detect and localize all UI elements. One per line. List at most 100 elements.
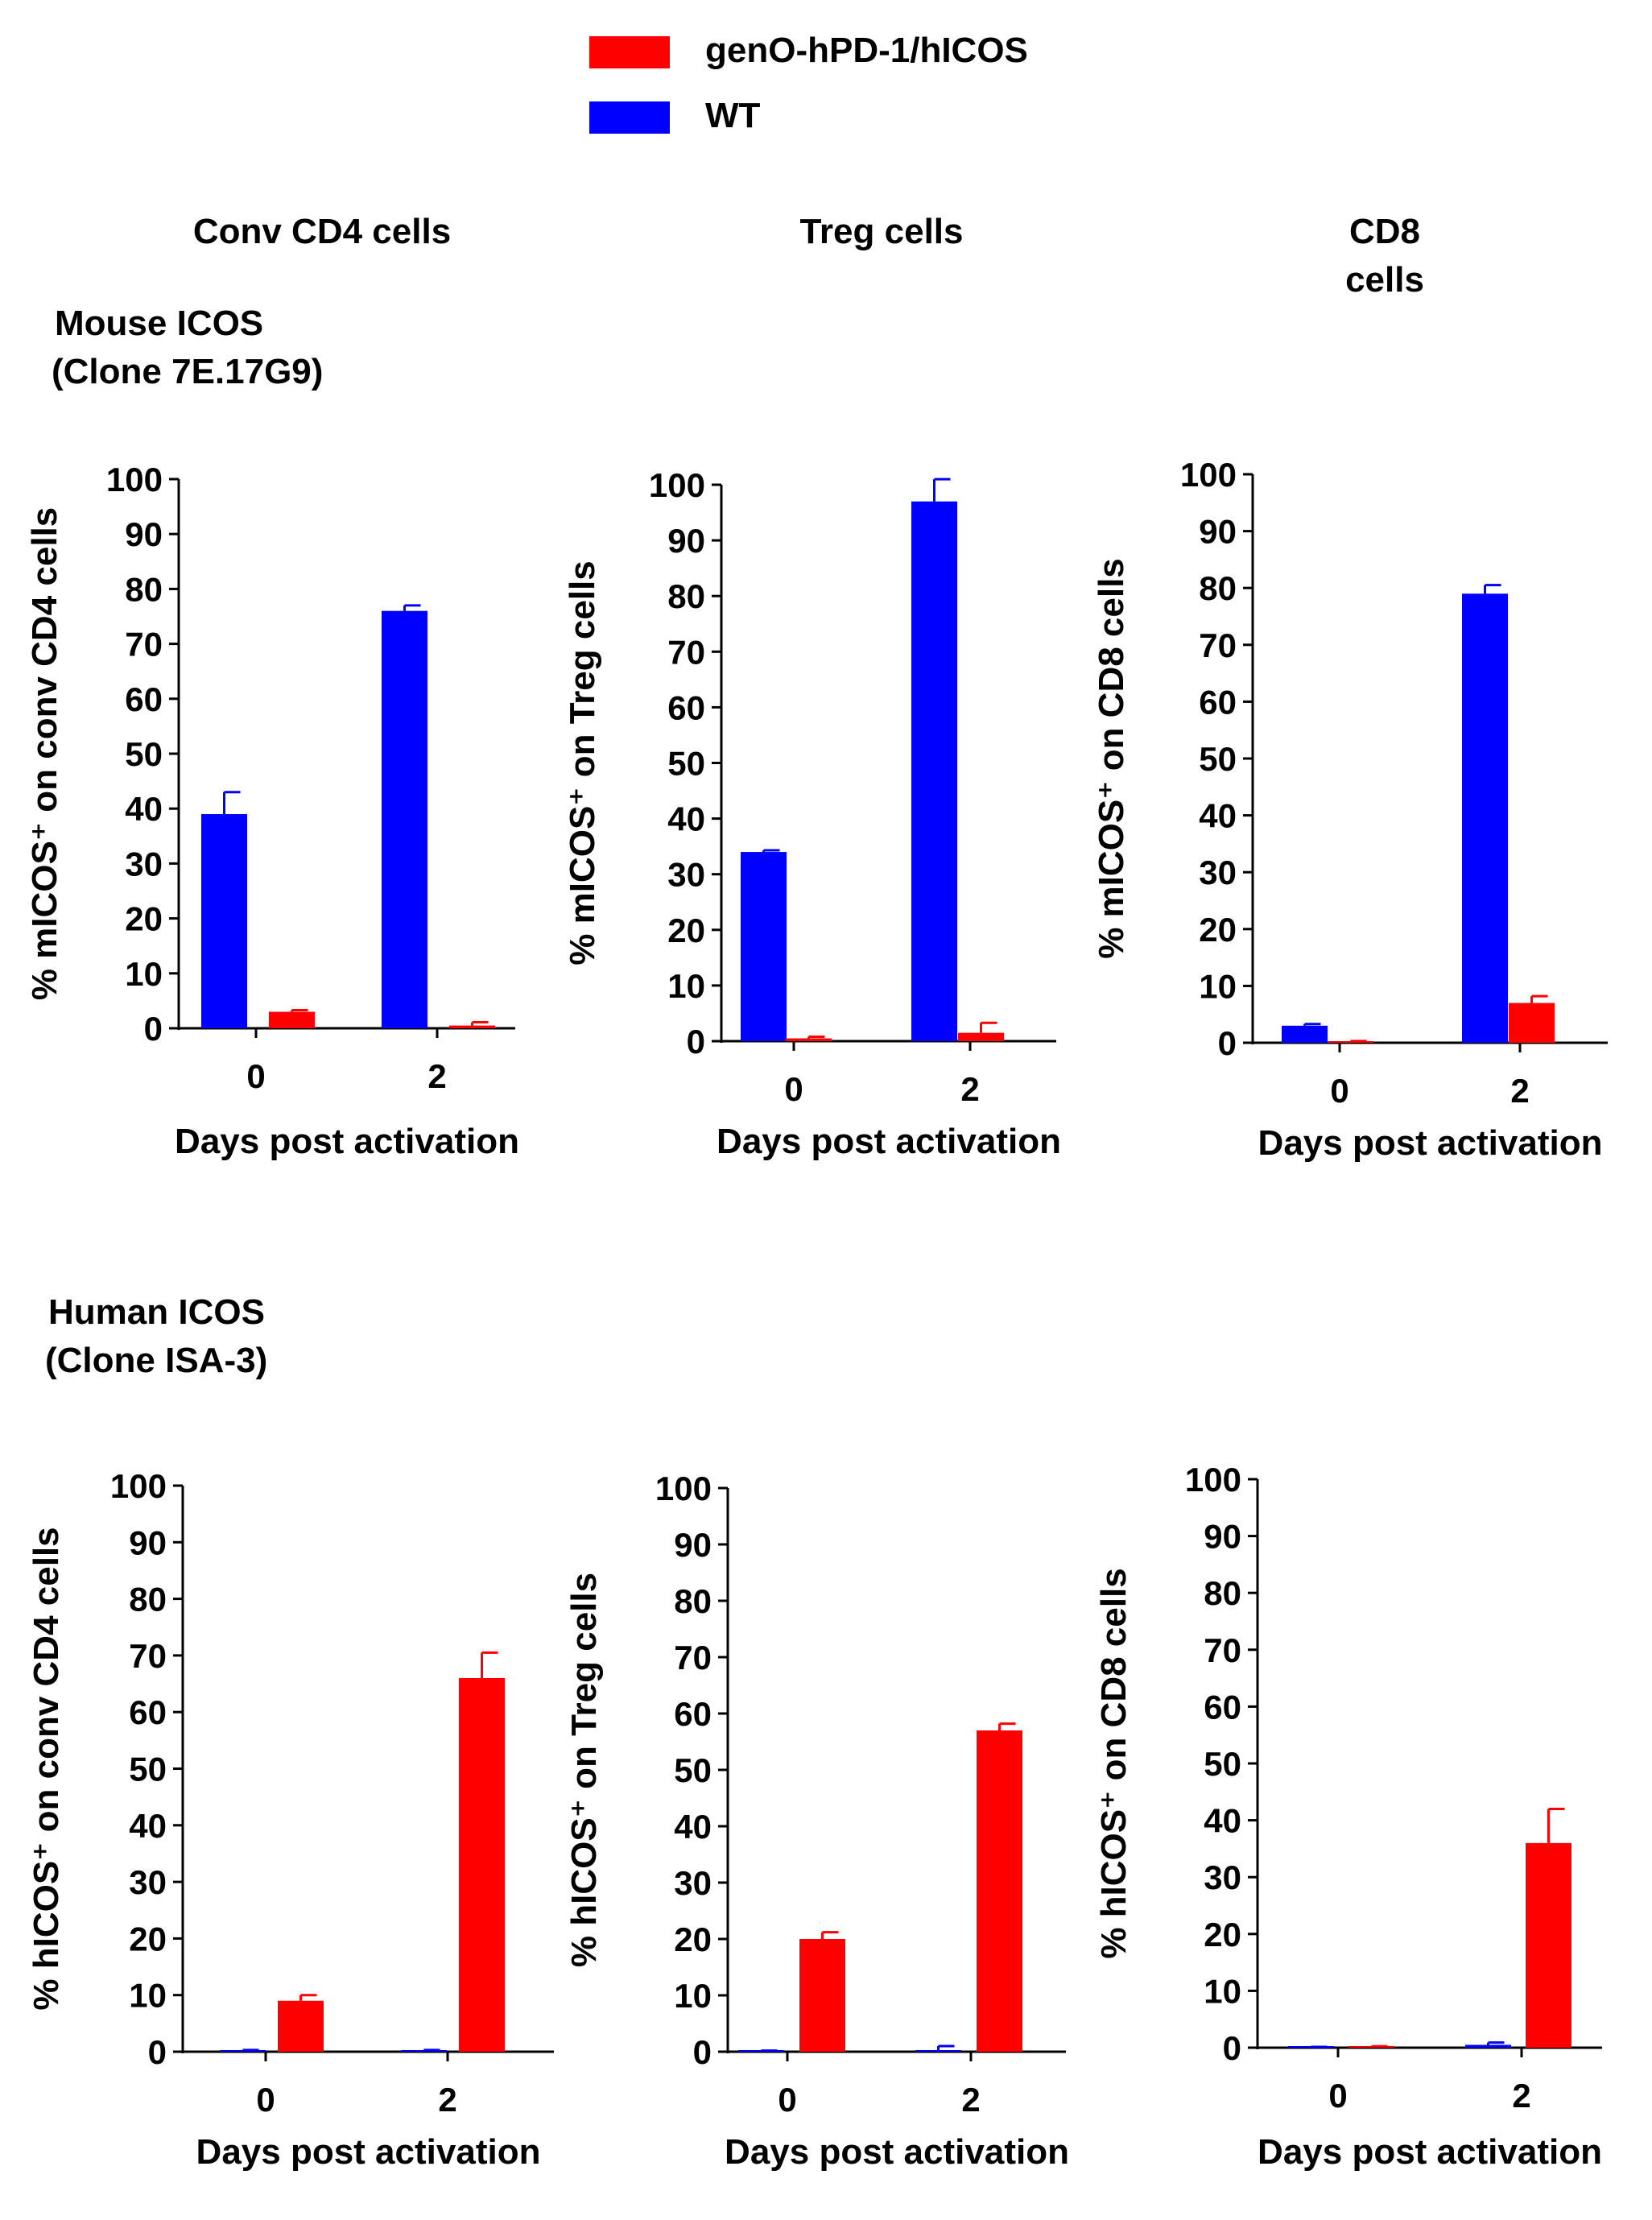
mouse-cd4-y-tick-label: 20: [125, 900, 163, 938]
human-treg-bar: [799, 1939, 845, 2052]
mouse-treg-y-tick-label: 30: [667, 856, 705, 894]
mouse-cd4-x-tick-label: 0: [246, 1057, 265, 1095]
human-cd8-y-tick-label: 0: [1223, 2029, 1241, 2067]
human-cd8-y-tick-label: 40: [1204, 1802, 1241, 1840]
human-cd8-y-tick-label: 60: [1204, 1688, 1241, 1726]
column-title-treg: Treg cells: [799, 212, 964, 251]
mouse-treg-bar: [958, 1032, 1004, 1041]
human-treg-y-tick-label: 100: [655, 1470, 712, 1507]
human-cd8-y-tick-label: 100: [1185, 1461, 1241, 1499]
row-title-mouse-line1: Mouse ICOS: [55, 304, 264, 343]
mouse-cd8-y-tick-label: 40: [1199, 797, 1237, 835]
mouse-cd8-y-axis-label: % mICOS⁺ on CD8 cells: [1092, 558, 1131, 959]
mouse-treg-y-tick-label: 100: [649, 466, 705, 504]
human-cd4-x-tick-label: 0: [256, 2081, 275, 2119]
column-title-cd8-line1: CD8: [1348, 212, 1421, 251]
mouse-treg-bar: [786, 1038, 832, 1041]
mouse-cd4-y-tick-label: 100: [106, 461, 163, 498]
mouse-cd4-y-tick-label: 30: [125, 845, 163, 883]
mouse-cd4-y-tick-label: 60: [125, 680, 163, 718]
human-cd4-y-tick-label: 40: [129, 1807, 167, 1845]
mouse-treg-x-tick-label: 0: [784, 1070, 803, 1108]
mouse-cd8-bar: [1462, 593, 1508, 1043]
human-treg-x-tick-label: 0: [778, 2081, 796, 2119]
human-treg-y-tick-label: 80: [674, 1582, 712, 1620]
mouse-treg-y-tick-label: 50: [667, 745, 705, 783]
human-cd4-y-tick-label: 30: [129, 1863, 167, 1901]
mouse-treg-y-axis-label: % mICOS⁺ on Treg cells: [563, 560, 602, 965]
mouse-treg-y-tick-label: 40: [667, 800, 705, 838]
mouse-cd4-y-tick-label: 50: [125, 735, 163, 773]
human-cd8-y-tick-label: 10: [1204, 1972, 1241, 2010]
human-cd8-y-axis-label: % hICOS⁺ on CD8 cells: [1094, 1568, 1134, 1958]
human-treg-y-tick-label: 20: [674, 1920, 712, 1958]
human-cd8-y-tick-label: 20: [1204, 1916, 1241, 1953]
human-cd8-y-tick-label: 50: [1204, 1745, 1241, 1783]
legend-swatch-wt: [589, 101, 670, 134]
human-treg-y-tick-label: 50: [674, 1751, 712, 1789]
mouse-cd8-y-tick-label: 20: [1199, 911, 1237, 949]
mouse-treg-y-tick-label: 90: [667, 522, 705, 560]
human-cd4-y-tick-label: 80: [129, 1581, 167, 1618]
mouse-treg-y-tick-label: 70: [667, 633, 705, 671]
human-cd4-x-axis-label: Days post activation: [196, 2132, 541, 2172]
mouse-cd4-bar: [269, 1011, 315, 1028]
human-cd4-bar: [278, 2000, 324, 2052]
mouse-cd8-y-tick-label: 70: [1199, 626, 1237, 664]
human-cd4-y-tick-label: 20: [129, 1920, 167, 1957]
mouse-cd8-x-tick-label: 2: [1510, 1072, 1529, 1110]
human-treg-y-tick-label: 70: [674, 1639, 712, 1676]
human-cd8-y-tick-label: 90: [1204, 1518, 1241, 1556]
human-treg-y-tick-label: 10: [674, 1977, 712, 2015]
mouse-cd4-y-tick-label: 90: [125, 515, 163, 553]
human-cd8-x-axis-label: Days post activation: [1258, 2132, 1602, 2172]
legend-label-wt: WT: [705, 96, 761, 135]
human-cd4-y-tick-label: 90: [129, 1523, 167, 1561]
mouse-cd8-bar: [1509, 1003, 1555, 1043]
human-treg-y-tick-label: 40: [674, 1808, 712, 1846]
human-treg-bar: [977, 1730, 1022, 2052]
human-treg-bar: [915, 2050, 961, 2052]
mouse-cd4-y-tick-label: 0: [144, 1010, 163, 1048]
human-treg-y-axis-label: % hICOS⁺ on Treg cells: [564, 1573, 604, 1967]
mouse-cd4-bar: [201, 814, 247, 1028]
human-treg-x-tick-label: 2: [961, 2081, 980, 2119]
mouse-cd8-x-axis-label: Days post activation: [1258, 1123, 1603, 1163]
row-title-mouse-line2: (Clone 7E.17G9): [52, 352, 324, 391]
human-treg-y-tick-label: 30: [674, 1864, 712, 1902]
mouse-cd8-y-tick-label: 10: [1199, 967, 1237, 1005]
mouse-treg-bar: [741, 852, 787, 1041]
mouse-treg-y-tick-label: 80: [667, 577, 705, 615]
mouse-treg-x-axis-label: Days post activation: [717, 1122, 1061, 1161]
human-cd4-bar: [459, 1678, 505, 2052]
mouse-cd8-y-tick-label: 100: [1180, 456, 1237, 494]
human-treg-y-tick-label: 90: [674, 1526, 712, 1564]
mouse-cd4-y-tick-label: 80: [125, 570, 163, 608]
mouse-treg-y-tick-label: 10: [667, 967, 705, 1005]
mouse-cd4-x-tick-label: 2: [427, 1057, 446, 1095]
mouse-cd4-bar: [382, 610, 427, 1028]
human-cd4-y-axis-label: % hICOS⁺ on conv CD4 cells: [27, 1527, 66, 2010]
mouse-cd4-bar: [449, 1025, 495, 1028]
human-cd4-y-tick-label: 60: [129, 1693, 167, 1731]
human-cd8-x-tick-label: 2: [1512, 2077, 1530, 2115]
mouse-cd4-y-tick-label: 70: [125, 626, 163, 664]
mouse-treg-y-tick-label: 20: [667, 912, 705, 949]
human-treg-x-axis-label: Days post activation: [725, 2132, 1069, 2172]
human-cd8-y-tick-label: 70: [1204, 1631, 1241, 1669]
row-title-human-line1: Human ICOS: [48, 1292, 265, 1332]
mouse-cd8-bar: [1282, 1025, 1328, 1043]
human-cd4-y-tick-label: 70: [129, 1637, 167, 1675]
mouse-treg-y-tick-label: 0: [687, 1023, 705, 1060]
human-cd4-y-tick-label: 0: [148, 2033, 167, 2071]
human-cd4-y-tick-label: 100: [110, 1467, 167, 1505]
mouse-cd4-y-tick-label: 10: [125, 955, 163, 993]
human-cd8-x-tick-label: 0: [1328, 2077, 1347, 2115]
mouse-treg-x-tick-label: 2: [960, 1070, 979, 1108]
mouse-cd8-y-tick-label: 0: [1218, 1024, 1237, 1062]
mouse-cd8-x-tick-label: 0: [1330, 1072, 1348, 1110]
column-title-cd8-line2: cells: [1345, 260, 1424, 300]
mouse-cd4-y-axis-label: % mICOS⁺ on conv CD4 cells: [25, 507, 64, 1001]
mouse-cd8-y-tick-label: 50: [1199, 740, 1237, 778]
